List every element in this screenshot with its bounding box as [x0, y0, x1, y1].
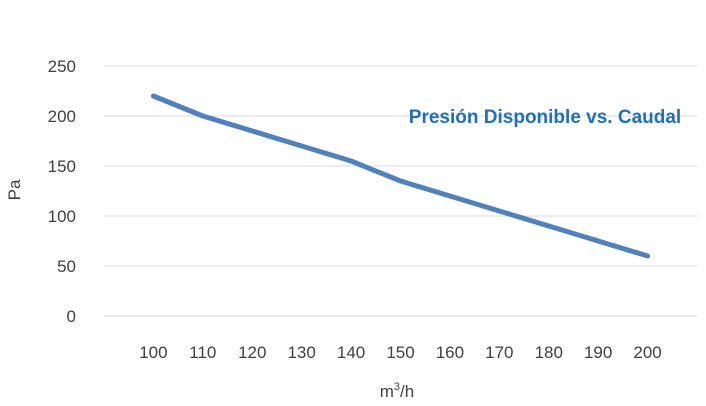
data-point: [299, 144, 304, 148]
y-tick-label: 100: [48, 207, 76, 226]
x-axis-title-superscript: 3: [394, 381, 400, 393]
y-axis-title: Pa: [5, 179, 24, 200]
y-tick-label: 250: [48, 57, 76, 76]
y-tick-label: 150: [48, 157, 76, 176]
x-tick-label: 100: [139, 343, 167, 362]
series-layer: [150, 93, 651, 259]
data-point: [151, 94, 156, 98]
data-point: [596, 239, 601, 243]
x-tick-label: 140: [337, 343, 365, 362]
y-tick-label: 0: [67, 307, 76, 326]
data-point: [349, 159, 354, 163]
x-tick-label: 120: [238, 343, 266, 362]
y-tick-label: 200: [48, 107, 76, 126]
x-tick-label: 110: [189, 343, 216, 362]
y-tick-labels: 0 50 100 150 200 250: [48, 57, 76, 326]
data-point: [250, 129, 255, 133]
x-tick-label: 160: [436, 343, 464, 362]
x-tick-labels: 100 110 120 130 140 150 160 170 180 190 200: [139, 343, 662, 362]
data-point: [497, 209, 502, 213]
x-tick-label: 170: [485, 343, 513, 362]
data-point: [546, 224, 551, 228]
x-tick-label: 150: [386, 343, 414, 362]
data-point: [447, 194, 452, 198]
x-axis-title: m3/h: [380, 381, 414, 401]
y-tick-label: 50: [57, 257, 76, 276]
x-tick-label: 190: [584, 343, 612, 362]
chart-title: Presión Disponible vs. Caudal: [409, 107, 681, 128]
gridlines: [104, 65, 697, 317]
data-point: [645, 254, 650, 258]
x-tick-label: 200: [633, 343, 661, 362]
x-tick-label: 130: [287, 343, 315, 362]
data-point: [398, 179, 403, 183]
x-tick-label: 180: [535, 343, 563, 362]
data-point: [200, 114, 205, 118]
x-axis-title-base: m: [380, 382, 394, 401]
x-axis-title-tail: /h: [400, 382, 414, 401]
